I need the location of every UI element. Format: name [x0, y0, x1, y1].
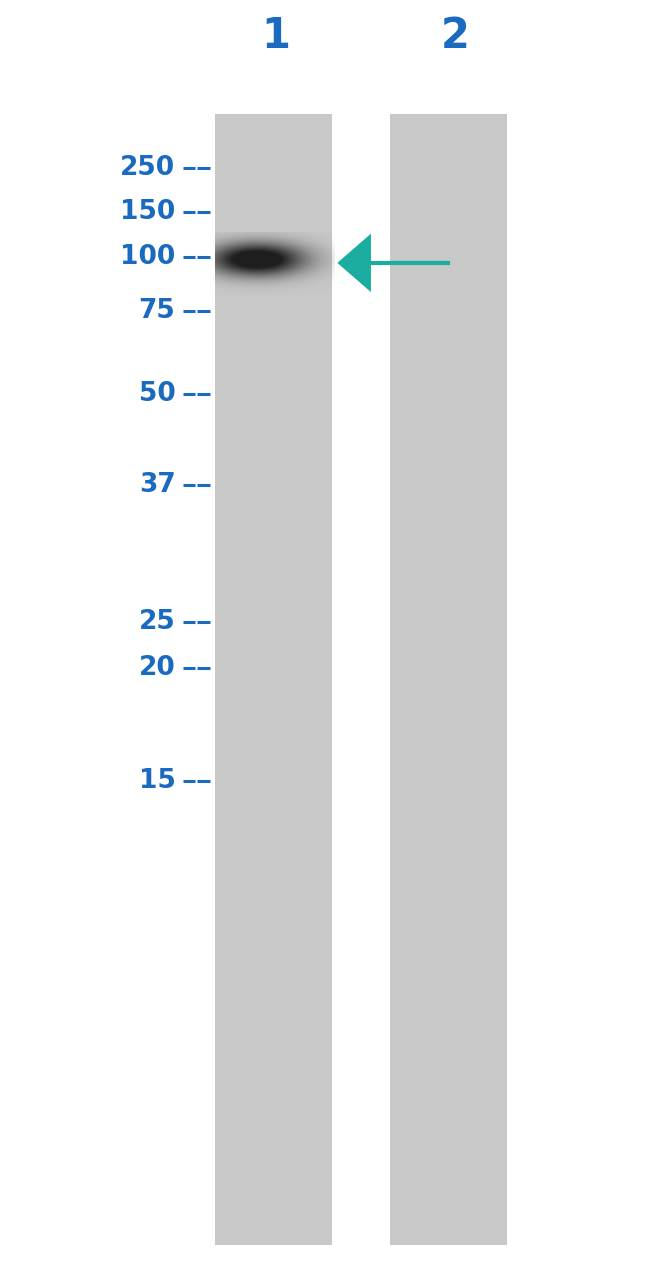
Text: 15: 15: [138, 768, 176, 794]
Text: 37: 37: [138, 472, 176, 498]
Text: 150: 150: [120, 199, 176, 225]
Text: 50: 50: [138, 381, 176, 406]
Text: 1: 1: [262, 15, 291, 57]
Text: 25: 25: [138, 610, 176, 635]
FancyArrow shape: [340, 237, 448, 288]
Text: 250: 250: [120, 155, 176, 180]
Text: 20: 20: [138, 655, 176, 681]
Text: 100: 100: [120, 244, 176, 269]
Bar: [214, 114, 332, 1245]
Bar: [390, 114, 507, 1245]
Text: 2: 2: [441, 15, 469, 57]
Text: 75: 75: [138, 298, 176, 324]
